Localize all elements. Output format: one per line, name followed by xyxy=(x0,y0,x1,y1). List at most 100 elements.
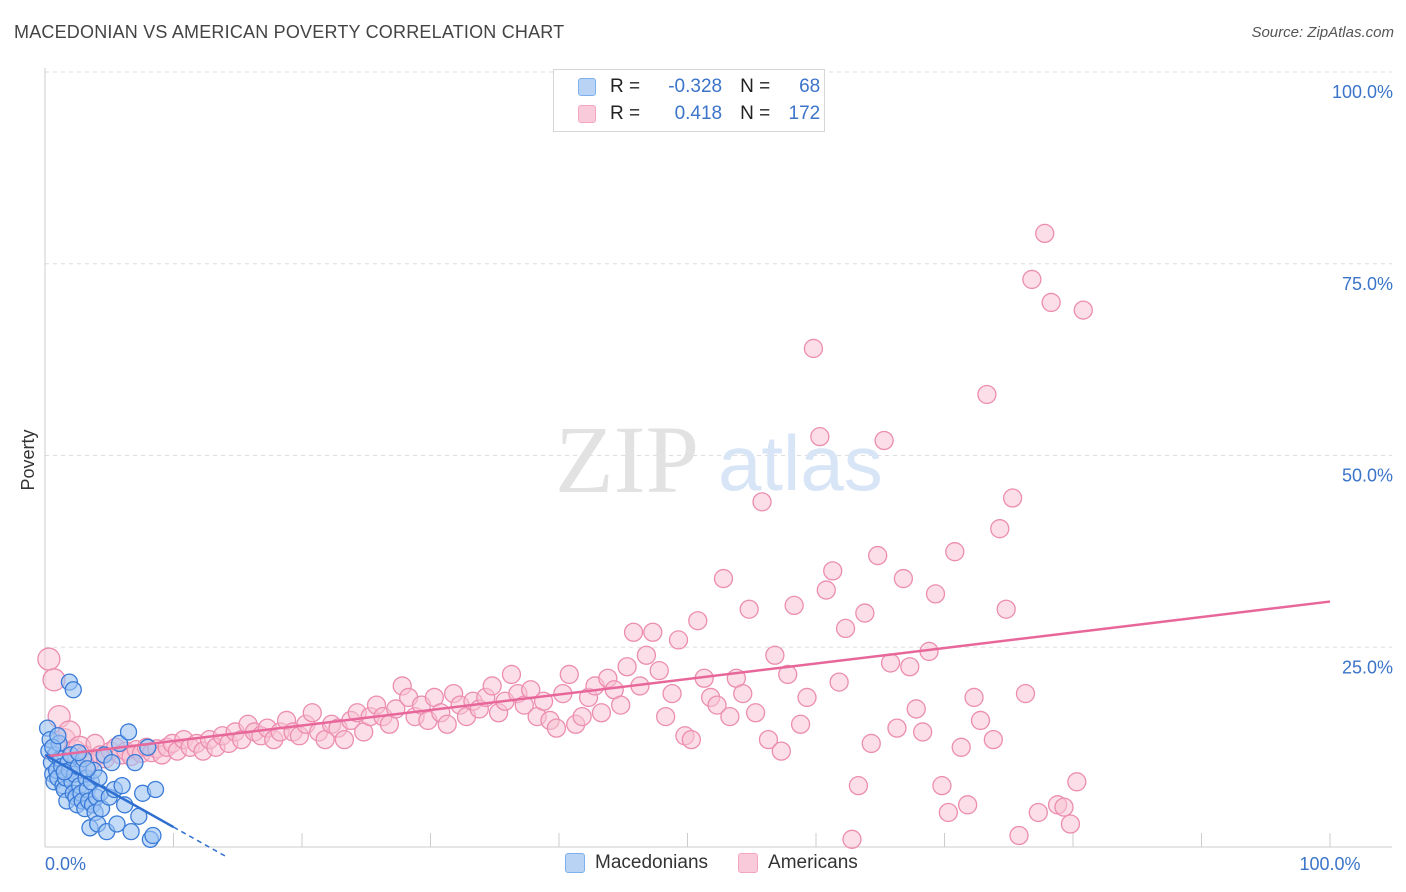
bottom-legend-swatch-pink xyxy=(738,853,759,873)
point-americans xyxy=(1054,797,1074,817)
point-americans xyxy=(964,687,984,708)
point-americans xyxy=(906,699,926,719)
legend-box: R = -0.328 N = 68 R = 0.418 N = 172 xyxy=(553,69,825,132)
y-tick-label: 75.0% xyxy=(1342,274,1393,294)
point-americans xyxy=(1022,269,1042,290)
point-americans xyxy=(334,729,355,750)
point-macedonians xyxy=(144,826,162,845)
chart-title: MACEDONIAN VS AMERICAN POVERTY CORRELATI… xyxy=(14,22,565,42)
point-americans xyxy=(37,647,61,671)
source-label: Source: ZipAtlas.com xyxy=(1251,24,1394,41)
y-tick-label: 100.0% xyxy=(1332,82,1393,102)
point-macedonians xyxy=(103,753,121,772)
point-americans xyxy=(656,706,676,727)
trend-lines xyxy=(44,600,1331,857)
legend-r-value: 0.418 xyxy=(674,103,723,124)
legend-r-label: R = xyxy=(610,103,641,124)
y-tick-label: 25.0% xyxy=(1342,657,1393,677)
point-americans xyxy=(572,706,592,727)
watermark-zip: ZIP xyxy=(555,406,699,513)
bottom-legend-macedonians[interactable]: Macedonians xyxy=(565,852,708,874)
point-macedonians xyxy=(49,727,67,745)
macedonians-points xyxy=(38,673,165,848)
point-americans xyxy=(797,687,817,708)
legend-r-label: R = xyxy=(610,76,641,97)
point-americans xyxy=(977,384,997,405)
point-americans xyxy=(823,561,843,581)
legend-swatch-blue xyxy=(578,78,596,96)
americans-points xyxy=(37,223,1093,849)
point-americans xyxy=(688,611,708,631)
trend-line-macedonians xyxy=(44,753,175,829)
legend-r-value: -0.328 xyxy=(668,76,723,97)
point-americans xyxy=(681,729,702,750)
watermark-atlas: atlas xyxy=(718,419,883,507)
point-americans xyxy=(771,741,791,761)
point-americans xyxy=(790,714,811,734)
point-americans xyxy=(559,664,579,685)
point-americans xyxy=(880,653,901,673)
point-americans xyxy=(739,599,759,619)
point-americans xyxy=(720,706,740,727)
point-americans xyxy=(784,595,804,616)
trend-line-macedonians-extension xyxy=(173,826,226,857)
point-americans xyxy=(765,645,785,665)
point-americans xyxy=(983,729,1003,750)
point-macedonians xyxy=(113,776,131,795)
point-americans xyxy=(913,722,933,742)
point-americans xyxy=(970,710,991,731)
point-americans xyxy=(611,695,631,715)
point-macedonians xyxy=(126,753,144,772)
y-axis-label: Poverty xyxy=(18,429,38,490)
point-americans xyxy=(842,829,862,849)
point-macedonians xyxy=(64,681,82,699)
point-macedonians xyxy=(108,815,126,833)
point-americans xyxy=(932,775,952,796)
axes xyxy=(44,68,1392,848)
point-americans xyxy=(752,492,772,512)
point-macedonians xyxy=(139,738,157,756)
point-americans xyxy=(649,660,669,681)
point-americans xyxy=(990,519,1010,539)
bottom-legend-swatch-blue xyxy=(565,853,585,873)
legend-row-macedonians: R = -0.328 N = 68 xyxy=(578,74,820,100)
point-americans xyxy=(1073,300,1093,320)
bottom-legend-label: Americans xyxy=(768,852,858,873)
point-americans xyxy=(855,603,875,623)
point-americans xyxy=(887,718,907,738)
point-americans xyxy=(893,568,914,589)
point-americans xyxy=(945,542,965,562)
point-americans xyxy=(1060,814,1081,834)
point-americans xyxy=(482,676,502,696)
gridlines xyxy=(45,71,1392,648)
point-americans xyxy=(546,718,567,738)
point-americans xyxy=(623,622,644,642)
bottom-legend-americans[interactable]: Americans xyxy=(738,852,858,874)
tick-labels: 25.0% 50.0% 75.0% 100.0% 0.0% 100.0% xyxy=(45,82,1393,874)
point-americans xyxy=(925,584,946,604)
legend-n-label: N = xyxy=(740,76,771,97)
point-americans xyxy=(636,645,657,665)
point-americans xyxy=(810,427,830,447)
point-macedonians xyxy=(119,723,138,741)
y-tick-label: 50.0% xyxy=(1342,466,1393,486)
x-tick-label: 100.0% xyxy=(1299,854,1360,874)
legend-row-americans: R = 0.418 N = 172 xyxy=(578,101,820,127)
point-americans xyxy=(938,802,959,823)
point-americans xyxy=(662,683,682,704)
point-americans xyxy=(1067,772,1087,792)
bottom-legend: Macedonians Americans xyxy=(565,852,888,874)
point-americans xyxy=(951,737,971,757)
point-americans xyxy=(816,580,836,600)
point-macedonians xyxy=(78,760,97,778)
point-americans xyxy=(758,729,779,750)
legend-n-value: 68 xyxy=(799,76,821,97)
point-americans xyxy=(1015,683,1036,704)
point-americans xyxy=(1035,223,1055,244)
point-americans xyxy=(957,795,978,815)
legend-swatch-pink xyxy=(578,105,596,123)
point-americans xyxy=(643,622,663,642)
legend-n-value: 172 xyxy=(788,103,821,124)
point-americans xyxy=(1002,488,1023,508)
